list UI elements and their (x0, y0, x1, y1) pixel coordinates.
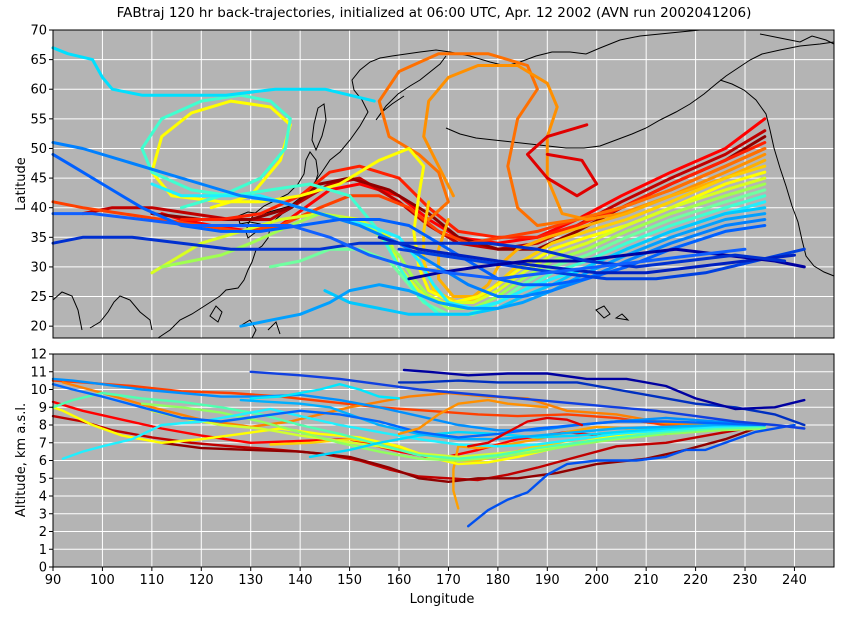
altitude-y-tick-label: 2 (39, 525, 47, 540)
x-tick-label: 240 (782, 573, 807, 588)
map-y-tick-label: 45 (30, 172, 47, 187)
map-trajectory-4 (180, 141, 767, 239)
altitude-y-tick-label: 7 (39, 436, 47, 451)
coastline-alaska (645, 41, 835, 277)
altitude-y-tick-label: 4 (39, 490, 47, 505)
map-y-tick-label: 40 (30, 201, 47, 216)
map-y-tick-label: 30 (30, 260, 47, 275)
coastline-kamchatka (375, 55, 447, 121)
x-axis-label: Longitude (410, 592, 475, 607)
altitude-trajectory-11 (51, 391, 766, 460)
altitude-trajectory-12 (61, 407, 766, 460)
x-tick-label: 150 (337, 573, 362, 588)
altitude-trajectories (51, 368, 806, 528)
altitude-trajectory-22 (467, 416, 584, 448)
coastline-hawaii (595, 305, 630, 321)
x-tick-label: 220 (683, 573, 708, 588)
x-tick-labels: 90 100 110 120 130 140 150 160 170 180 190 200 210 22… (45, 567, 807, 588)
x-tick-label: 160 (387, 573, 412, 588)
map-y-tick-label: 50 (30, 142, 47, 157)
altitude-y-tick-label: 3 (39, 507, 47, 522)
x-tick-label: 110 (139, 573, 164, 588)
x-tick-label: 90 (45, 573, 62, 588)
map-frame (52, 29, 835, 339)
coastline-asia (52, 29, 701, 339)
coastlines (52, 29, 835, 339)
map-y-tick-label: 60 (30, 83, 47, 98)
map-panel: 20 25 30 35 40 45 50 55 60 65 70 Latitude (14, 24, 835, 339)
altitude-y-tick-label: 1 (39, 543, 47, 558)
map-trajectory-25 (51, 46, 376, 103)
map-trajectories (51, 46, 806, 328)
altitude-trajectory-3 (160, 423, 766, 483)
map-y-axis-label: Latitude (14, 157, 29, 211)
altitude-trajectory-23 (397, 398, 549, 436)
coastline-sakhalin (311, 103, 327, 152)
x-tick-label: 190 (535, 573, 560, 588)
map-y-tick-label: 55 (30, 112, 47, 127)
altitude-y-tick-label: 6 (39, 454, 47, 469)
chart-title: FABtraj 120 hr back-trajectories, initia… (117, 5, 752, 21)
x-tick-label: 100 (90, 573, 115, 588)
map-y-tick-label: 20 (30, 320, 47, 335)
map-y-tick-label: 35 (30, 231, 47, 246)
coastline-arctic (759, 33, 835, 45)
altitude-trajectory-5 (61, 381, 766, 428)
altitude-y-tick-label: 9 (39, 401, 47, 416)
x-tick-label: 170 (436, 573, 461, 588)
map-trajectory-20 (397, 247, 806, 281)
altitude-y-tick-label: 5 (39, 472, 47, 487)
map-trajectory-9 (422, 164, 767, 304)
altitude-trajectory-19 (402, 368, 806, 411)
altitude-y-tick-label: 0 (39, 561, 47, 576)
x-tick-label: 210 (634, 573, 659, 588)
map-trajectory-6 (377, 52, 767, 227)
map-trajectory-12 (160, 182, 767, 310)
altitude-trajectory-17 (467, 423, 796, 528)
altitude-y-tick-label: 10 (30, 383, 47, 398)
altitude-y-axis-label: Altitude, km a.s.l. (14, 403, 29, 517)
map-trajectory-26 (526, 123, 599, 198)
map-trajectory-19 (51, 152, 767, 287)
x-tick-label: 120 (189, 573, 214, 588)
map-y-tick-label: 70 (30, 24, 47, 39)
map-y-tick-labels: 20 25 30 35 40 45 50 55 60 65 70 (30, 24, 53, 335)
map-y-tick-label: 65 (30, 53, 47, 68)
x-tick-label: 140 (288, 573, 313, 588)
coastline-taiwan (209, 305, 223, 323)
map-trajectory-23 (51, 235, 787, 269)
map-y-tick-label: 25 (30, 290, 47, 305)
altitude-y-tick-label: 11 (30, 365, 47, 380)
altitude-trajectory-16 (51, 383, 766, 439)
x-tick-label: 180 (485, 573, 510, 588)
altitude-trajectory-14 (239, 398, 766, 441)
map-trajectory-2 (81, 129, 767, 251)
x-tick-label: 230 (733, 573, 758, 588)
x-tick-label: 200 (584, 573, 609, 588)
x-tick-label: 130 (238, 573, 263, 588)
map-trajectory-17 (239, 212, 767, 328)
altitude-y-tick-label: 8 (39, 419, 47, 434)
map-trajectory-24 (51, 212, 747, 281)
map-trajectory-8 (437, 158, 767, 298)
map-trajectory-16 (323, 206, 767, 316)
altitude-trajectory-10 (140, 402, 766, 462)
altitude-trajectory-20 (249, 370, 806, 430)
map-trajectory-10 (150, 99, 767, 304)
altitude-y-tick-label: 12 (30, 348, 47, 363)
altitude-trajectory-21 (249, 383, 401, 400)
